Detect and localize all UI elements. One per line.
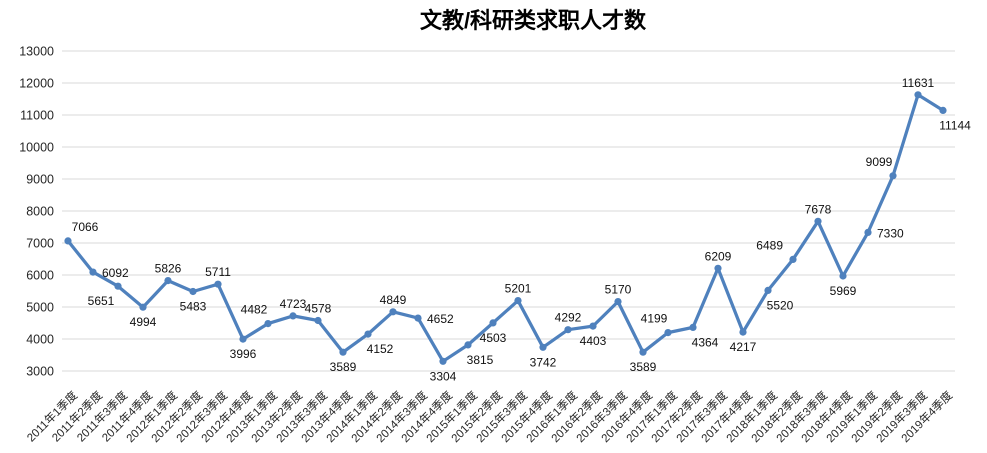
data-point-marker: [189, 287, 197, 296]
data-label: 4482: [241, 303, 268, 317]
y-axis-tick-label: 4000: [26, 333, 54, 347]
data-point-marker: [114, 282, 122, 290]
data-label: 3996: [230, 347, 257, 361]
data-point-marker: [764, 286, 772, 294]
data-point-marker: [264, 320, 272, 328]
y-axis-tick-label: 3000: [26, 365, 54, 379]
data-point-marker: [864, 228, 872, 236]
data-point-marker: [339, 348, 347, 356]
data-point-marker: [689, 323, 697, 331]
data-point-marker: [164, 277, 172, 285]
data-point-marker: [489, 319, 497, 327]
data-point-marker: [239, 335, 247, 343]
y-axis-tick-label: 13000: [19, 45, 54, 59]
data-point-marker: [439, 357, 447, 365]
data-label: 4364: [692, 335, 719, 349]
data-point-marker: [789, 255, 797, 263]
y-axis-tick-label: 8000: [26, 205, 54, 219]
data-label: 7066: [72, 220, 99, 234]
data-point-marker: [414, 314, 422, 322]
data-label: 5711: [205, 265, 231, 279]
data-point-marker: [389, 308, 397, 316]
data-point-marker: [139, 303, 147, 311]
series-line: [66, 93, 945, 363]
data-label: 5826: [155, 262, 182, 276]
data-label: 6209: [705, 249, 732, 263]
y-axis-tick-label: 7000: [26, 237, 54, 251]
chart-title: 文教/科研类求职人才数: [420, 8, 647, 33]
data-point-marker: [889, 172, 897, 180]
data-label: 4503: [480, 331, 507, 345]
data-label: 7678: [805, 202, 832, 216]
data-label: 5483: [180, 300, 207, 314]
data-point-marker: [89, 268, 97, 276]
data-label: 9099: [866, 155, 893, 169]
data-label: 7330: [877, 226, 904, 240]
data-label: 3304: [430, 369, 457, 383]
data-point-marker: [314, 316, 322, 325]
y-axis-tick-label: 9000: [26, 173, 54, 187]
data-point-marker: [564, 326, 572, 334]
data-label: 5651: [88, 294, 115, 308]
y-axis-tick-label: 10000: [19, 141, 54, 155]
data-point-marker: [289, 312, 297, 320]
data-point-marker: [639, 348, 647, 356]
data-point-marker: [664, 329, 672, 337]
data-label: 11144: [939, 118, 971, 132]
data-label: 4652: [427, 312, 454, 326]
y-axis-tick-label: 6000: [26, 269, 54, 283]
data-label: 5201: [505, 282, 532, 296]
data-label: 4199: [641, 312, 668, 326]
data-point-marker: [539, 343, 547, 351]
data-label: 4152: [367, 342, 394, 356]
data-label: 4403: [580, 334, 607, 348]
data-label: 4994: [130, 315, 157, 329]
data-label: 3589: [330, 360, 357, 374]
data-point-marker: [214, 280, 222, 288]
data-point-marker: [839, 272, 847, 280]
y-axis-tick-label: 12000: [19, 77, 54, 91]
data-label: 5969: [830, 284, 857, 298]
data-point-marker: [739, 328, 747, 336]
y-axis-tick-label: 5000: [26, 301, 54, 315]
data-label: 4849: [380, 293, 407, 307]
data-label: 4292: [555, 311, 582, 325]
data-point-marker: [614, 298, 622, 306]
data-label: 5520: [767, 298, 794, 312]
data-label: 6092: [102, 266, 129, 280]
data-label: 4723: [280, 297, 307, 311]
data-label: 3742: [530, 355, 557, 369]
data-point-marker: [514, 297, 522, 305]
data-point-marker: [364, 330, 372, 338]
data-label: 11631: [902, 76, 935, 90]
plot-area: 13000 12000 11000 10000 9000 8000 7000 6000 5000…: [19, 45, 971, 446]
data-label: 6489: [756, 238, 783, 252]
data-point-marker: [64, 237, 72, 245]
y-axis-tick-label: 11000: [20, 109, 54, 123]
data-label: 5170: [605, 283, 632, 297]
data-label: 3589: [630, 360, 657, 374]
data-point-marker: [814, 217, 822, 225]
data-label: 4217: [730, 340, 757, 354]
data-label: 3815: [467, 353, 494, 367]
data-point-marker: [914, 91, 922, 99]
data-label: 4578: [305, 302, 332, 316]
data-point-marker: [939, 106, 947, 114]
data-point-marker: [589, 322, 597, 330]
data-point-marker: [464, 341, 472, 349]
data-point-marker: [714, 264, 722, 272]
